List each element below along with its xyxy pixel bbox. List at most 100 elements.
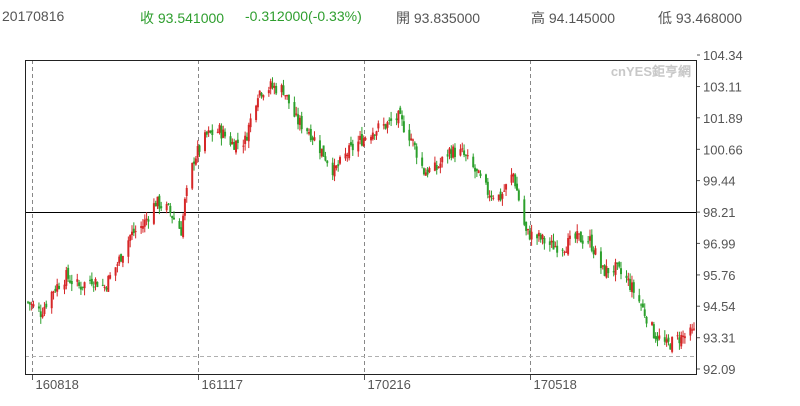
- candle-body: [503, 190, 506, 192]
- candle-body: [313, 137, 316, 141]
- candle: [437, 166, 440, 169]
- candle-body: [669, 344, 672, 350]
- candle: [273, 82, 276, 95]
- candle-body: [433, 162, 436, 171]
- candle-body: [492, 197, 495, 199]
- candle-body: [70, 281, 73, 285]
- candle: [287, 94, 290, 109]
- candle-body: [165, 204, 168, 211]
- candle: [81, 286, 84, 291]
- candle-body: [581, 240, 584, 244]
- candle: [488, 190, 491, 202]
- candle: [32, 300, 35, 309]
- candle: [297, 107, 300, 130]
- candle-body: [401, 115, 404, 120]
- candle-body: [412, 139, 415, 141]
- candle: [249, 113, 252, 133]
- candle: [120, 253, 123, 263]
- candle-body: [541, 234, 544, 240]
- candle-body: [185, 187, 188, 196]
- candle-body: [65, 270, 68, 286]
- candle-body: [231, 141, 234, 144]
- candle: [464, 154, 467, 162]
- candle-body: [54, 288, 57, 292]
- close-label: 收: [140, 10, 154, 26]
- candle-body: [437, 167, 440, 169]
- candle: [141, 219, 144, 233]
- candle-body: [37, 306, 40, 309]
- candle: [118, 254, 121, 267]
- candle: [101, 278, 104, 287]
- candle-body: [101, 284, 104, 286]
- candle-body: [205, 131, 208, 135]
- candle: [271, 77, 274, 90]
- candle-body: [629, 279, 632, 291]
- candle: [616, 262, 619, 270]
- frame-layer: [25, 54, 700, 375]
- candle: [413, 141, 416, 150]
- candle-body: [399, 107, 402, 114]
- candle: [37, 302, 40, 312]
- candle-body: [224, 131, 227, 137]
- candle: [543, 236, 546, 250]
- candle: [339, 155, 342, 165]
- candle: [550, 234, 553, 248]
- candle: [526, 228, 529, 235]
- plot-frame: [25, 60, 697, 375]
- candle-body: [293, 102, 296, 117]
- candle: [479, 170, 482, 179]
- candle: [503, 184, 506, 192]
- candle: [182, 213, 185, 239]
- candle-body: [183, 198, 186, 216]
- candle: [169, 202, 172, 217]
- candle: [691, 323, 694, 334]
- candle-body: [300, 115, 303, 130]
- candle: [54, 285, 57, 293]
- label-layer: 160818 161117 170216 170518 104.34 103.11 101.…: [36, 48, 743, 392]
- candle: [307, 128, 310, 136]
- candle: [306, 127, 309, 135]
- candle: [486, 177, 489, 199]
- candle: [58, 282, 61, 290]
- candle-body: [390, 118, 393, 121]
- candle-body: [614, 262, 617, 275]
- candle-body: [501, 194, 504, 199]
- candle-body: [154, 203, 157, 207]
- candle-body: [63, 284, 66, 290]
- candle-body: [450, 149, 453, 158]
- candle: [152, 198, 155, 226]
- candle-body: [689, 327, 692, 336]
- candle-body: [140, 226, 143, 228]
- candle-body: [627, 278, 630, 281]
- candle-body: [526, 228, 529, 231]
- candle: [318, 135, 321, 160]
- candle-body: [306, 128, 309, 132]
- candle: [236, 132, 239, 150]
- candle-body: [203, 132, 206, 152]
- candle: [689, 324, 692, 341]
- candle-body: [114, 267, 117, 276]
- candle-body: [682, 335, 685, 337]
- candle: [525, 221, 528, 236]
- candle-body: [671, 337, 674, 352]
- candle: [390, 111, 393, 127]
- candle: [235, 140, 238, 155]
- candle: [539, 232, 542, 243]
- candle: [180, 221, 183, 236]
- candle-body: [156, 196, 159, 207]
- candle-body: [52, 291, 55, 293]
- low-label: 低: [658, 10, 672, 26]
- candle: [426, 167, 429, 178]
- candle-body: [127, 240, 130, 257]
- candle: [193, 157, 196, 171]
- candle-body: [641, 303, 644, 308]
- candle: [422, 167, 425, 176]
- candle: [116, 261, 119, 273]
- candle: [395, 113, 398, 126]
- grid-layer: [25, 60, 697, 380]
- candle: [563, 250, 566, 256]
- candle: [222, 125, 225, 139]
- candle-body: [428, 168, 431, 173]
- candle-body: [322, 145, 325, 157]
- candle: [382, 117, 385, 130]
